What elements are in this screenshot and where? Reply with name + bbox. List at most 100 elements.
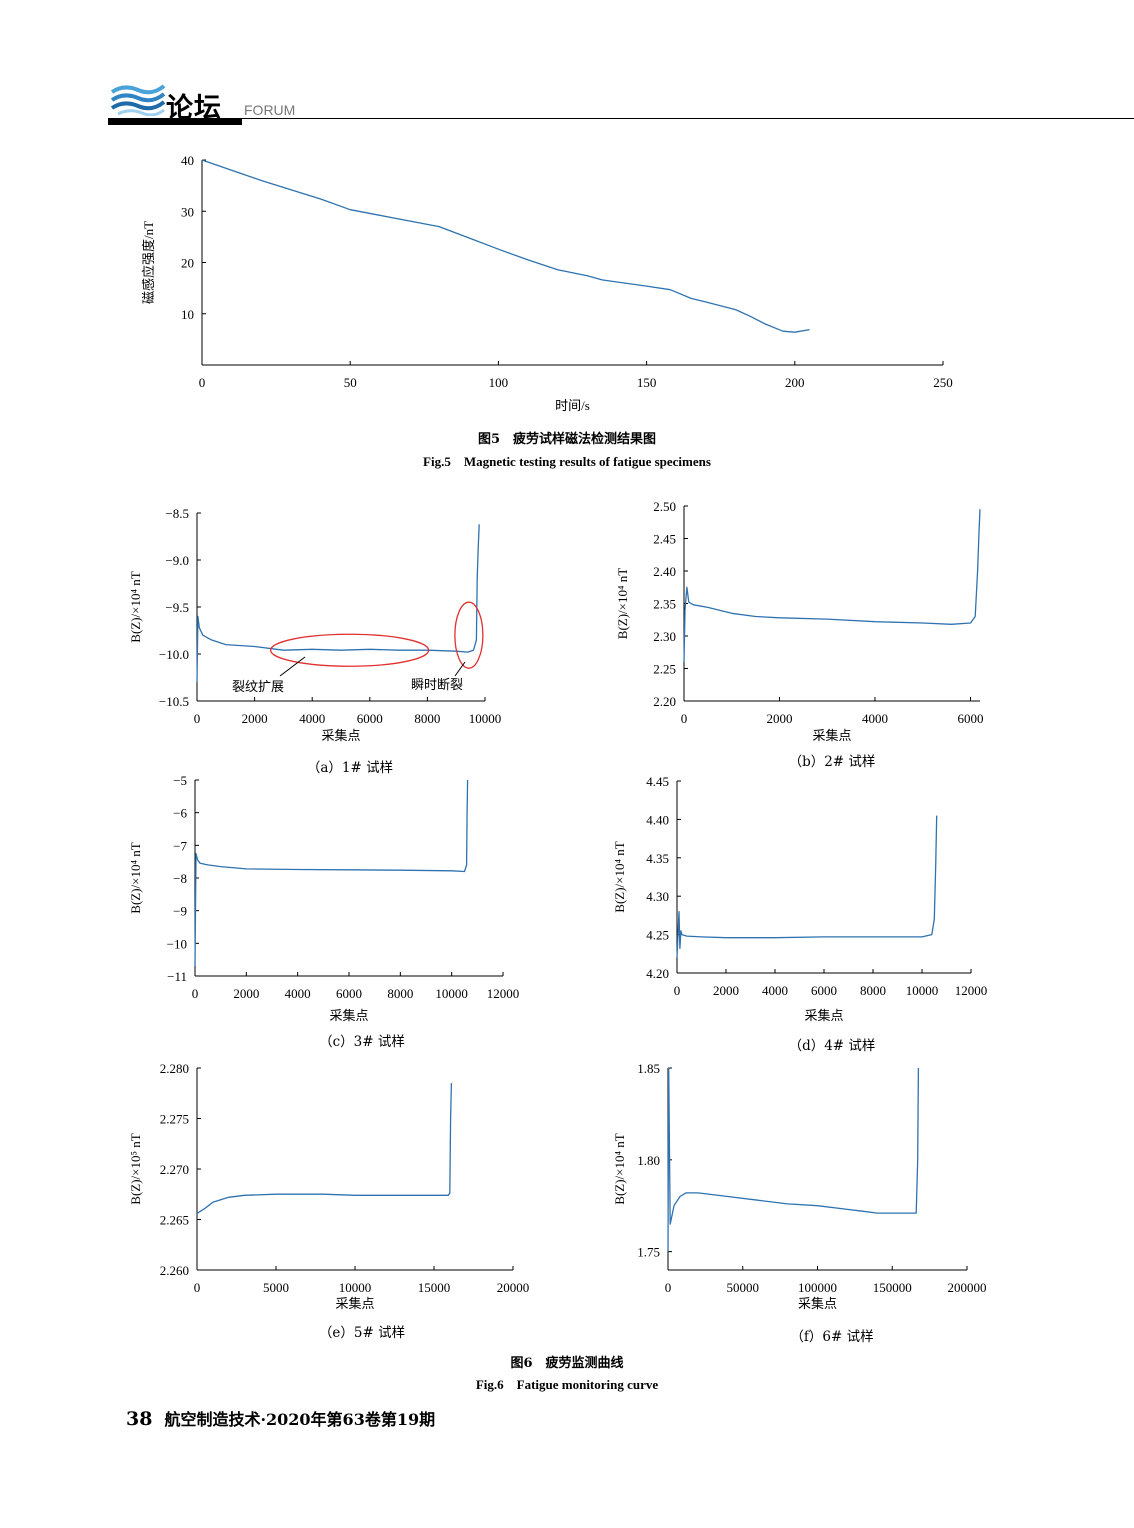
c-x-axis-label: 采集点 <box>329 1008 368 1023</box>
page-number: 38 <box>126 1408 153 1430</box>
fig5-y-tick-label: 30 <box>181 204 194 219</box>
e-x-tick-label: 20000 <box>497 1280 530 1295</box>
c-x-tick-label: 12000 <box>487 986 520 1001</box>
d-x-tick-label: 0 <box>674 983 681 998</box>
c-x-tick-label: 4000 <box>285 986 311 1001</box>
fig5-y-tick-label: 10 <box>181 307 194 322</box>
c-y-tick-label: −9 <box>173 904 187 919</box>
fig5-x-tick-label: 200 <box>785 375 805 390</box>
d-y-tick-label: 4.20 <box>646 966 669 981</box>
b-y-tick-label: 2.35 <box>653 597 676 612</box>
b-series-line <box>683 509 981 663</box>
a-crack-growth-ellipse <box>269 633 430 667</box>
d-x-tick-label: 4000 <box>762 983 788 998</box>
c-series-line <box>194 779 469 967</box>
fig5-x-tick-label: 100 <box>489 375 509 390</box>
b-y-tick-label: 2.30 <box>653 629 676 644</box>
d-x-tick-label: 12000 <box>955 983 988 998</box>
fig5-series-line <box>201 159 810 333</box>
c-x-tick-label: 10000 <box>435 986 468 1001</box>
b-x-tick-label: 4000 <box>862 711 888 726</box>
b-x-tick-label: 0 <box>681 711 688 726</box>
f-y-axis-label: B(Z)/×10⁴ nT <box>612 1133 627 1204</box>
fig5-caption-cn: 图5 疲劳试样磁法检测结果图 <box>477 432 657 447</box>
d-y-tick-label: 4.35 <box>646 851 669 866</box>
journal-info: 航空制造技术·2020年第63卷第19期 <box>164 1410 436 1429</box>
fig5-x-tick-label: 150 <box>637 375 657 390</box>
f-x-tick-label: 200000 <box>948 1280 987 1295</box>
f-x-tick-label: 100000 <box>798 1280 837 1295</box>
e-x-tick-label: 10000 <box>339 1280 372 1295</box>
b-y-axis-label: B(Z)/×10⁴ nT <box>615 568 630 639</box>
fig5-x-tick-label: 50 <box>344 375 357 390</box>
a-annotation-fracture: 瞬时断裂 <box>411 677 463 692</box>
f-x-tick-label: 0 <box>665 1280 672 1295</box>
f-x-tick-label: 150000 <box>873 1280 912 1295</box>
a-y-tick-label: −9.5 <box>165 600 189 615</box>
fig5-y-tick-label: 20 <box>181 256 194 271</box>
a-y-tick-label: −10.5 <box>159 694 189 709</box>
a-annotation-leader <box>454 661 466 677</box>
b-x-tick-label: 6000 <box>957 711 983 726</box>
e-y-tick-label: 2.280 <box>160 1061 189 1076</box>
e-x-tick-label: 5000 <box>263 1280 289 1295</box>
d-y-tick-label: 4.45 <box>646 774 669 789</box>
d-x-tick-label: 10000 <box>906 983 939 998</box>
a-x-tick-label: 2000 <box>242 711 268 726</box>
c-y-tick-label: −7 <box>173 838 187 853</box>
subcaption-d: （d）4# 试样 <box>788 1038 876 1054</box>
d-x-tick-label: 6000 <box>811 983 837 998</box>
subcaption-e: （e）5# 试样 <box>318 1325 406 1341</box>
forum-logo-icon <box>110 84 166 116</box>
f-x-axis-label: 采集点 <box>798 1296 837 1311</box>
f-x-tick-label: 50000 <box>727 1280 760 1295</box>
a-x-axis-label: 采集点 <box>321 728 360 743</box>
fig6-caption-cn: 图6 疲劳监测曲线 <box>510 1356 624 1371</box>
d-y-tick-label: 4.30 <box>646 889 669 904</box>
d-x-tick-label: 2000 <box>713 983 739 998</box>
a-x-tick-label: 4000 <box>299 711 325 726</box>
a-series-line <box>196 524 480 683</box>
d-x-tick-label: 8000 <box>860 983 886 998</box>
c-x-tick-label: 6000 <box>336 986 362 1001</box>
b-y-tick-label: 2.45 <box>653 532 676 547</box>
c-x-tick-label: 0 <box>192 986 199 1001</box>
fig5-x-axis-label: 时间/s <box>555 398 590 413</box>
b-y-tick-label: 2.20 <box>653 694 676 709</box>
subcaption-a: （a）1# 试样 <box>306 760 394 776</box>
d-series-line <box>676 815 938 958</box>
a-x-tick-label: 0 <box>194 711 201 726</box>
b-y-tick-label: 2.40 <box>653 564 676 579</box>
e-series-line <box>196 1083 453 1214</box>
fig5-y-axis-label: 磁感应强度/nT <box>141 221 156 304</box>
f-y-tick-label: 1.80 <box>637 1153 660 1168</box>
subcaption-f: （f）6# 试样 <box>790 1329 874 1345</box>
a-x-tick-label: 8000 <box>414 711 440 726</box>
a-y-tick-label: −10.0 <box>159 647 189 662</box>
fig5-caption-en: Fig.5 Magnetic testing results of fatigu… <box>423 454 711 469</box>
c-y-tick-label: −11 <box>167 969 187 984</box>
d-y-axis-label: B(Z)/×10⁴ nT <box>612 841 627 912</box>
d-y-tick-label: 4.40 <box>646 812 669 827</box>
a-y-tick-label: −8.5 <box>165 506 189 521</box>
e-x-tick-label: 0 <box>194 1280 201 1295</box>
e-y-tick-label: 2.265 <box>160 1213 189 1228</box>
f-y-tick-label: 1.85 <box>637 1061 660 1076</box>
a-annotation-leader <box>279 656 306 677</box>
section-title-en: FORUM <box>244 102 296 118</box>
fig5-x-tick-label: 0 <box>199 375 206 390</box>
a-y-axis-label: B(Z)/×10⁴ nT <box>128 571 143 642</box>
c-y-tick-label: −5 <box>173 773 187 788</box>
fig6-caption-en: Fig.6 Fatigue monitoring curve <box>475 1377 659 1392</box>
fig5-y-tick-label: 40 <box>181 153 194 168</box>
header-rule <box>108 118 1134 119</box>
c-y-axis-label: B(Z)/×10⁴ nT <box>128 842 143 913</box>
f-y-tick-label: 1.75 <box>637 1245 660 1260</box>
e-y-axis-label: B(Z)/×10⁵ nT <box>128 1133 143 1204</box>
d-x-axis-label: 采集点 <box>804 1008 843 1023</box>
c-y-tick-label: −10 <box>167 936 187 951</box>
a-fracture-ellipse <box>454 601 484 669</box>
e-x-axis-label: 采集点 <box>335 1296 374 1311</box>
a-y-tick-label: −9.0 <box>165 553 189 568</box>
subcaption-c: （c）3# 试样 <box>319 1034 405 1050</box>
